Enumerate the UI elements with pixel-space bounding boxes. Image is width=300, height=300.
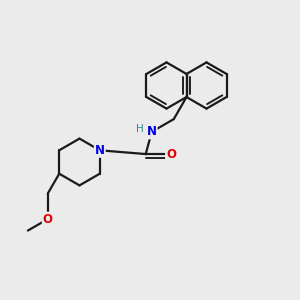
Text: H: H (136, 124, 144, 134)
Text: N: N (147, 125, 157, 138)
Text: N: N (95, 144, 105, 157)
Text: O: O (166, 148, 176, 160)
Text: O: O (43, 213, 53, 226)
